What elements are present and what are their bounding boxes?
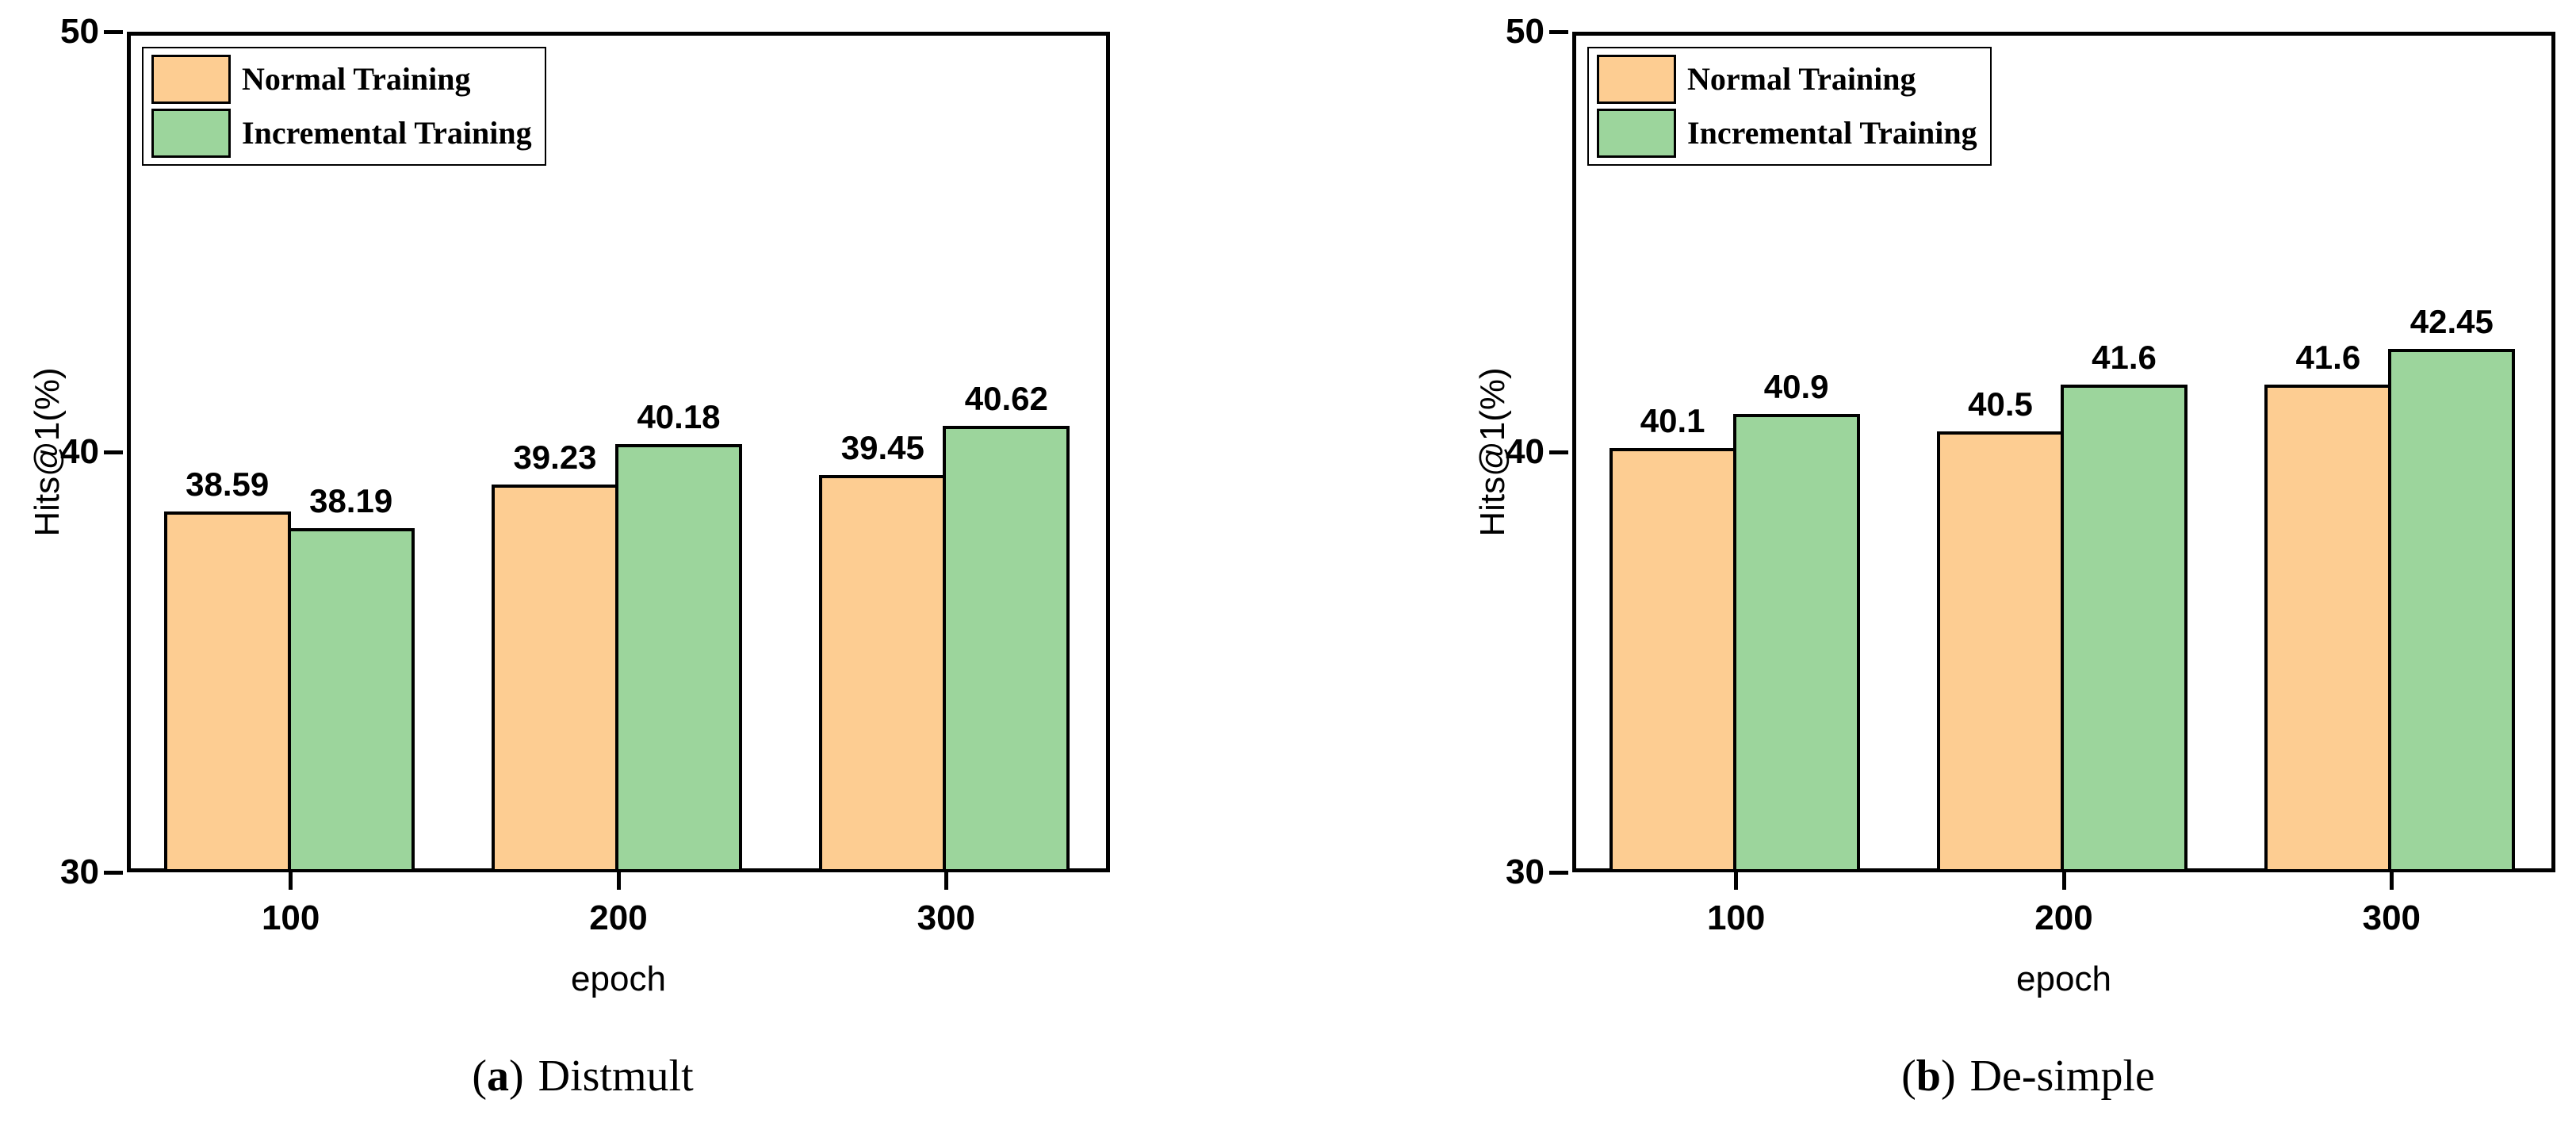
bar-incremental-300 xyxy=(943,426,1070,872)
bar-normal-200 xyxy=(492,484,618,872)
y-tick xyxy=(1549,450,1568,454)
bar-normal-300 xyxy=(819,475,947,872)
legend-label-incremental-training: Incremental Training xyxy=(1687,115,1977,151)
caption-letter: b xyxy=(1916,1052,1941,1101)
legend-swatch-incremental-training xyxy=(151,109,231,158)
caption-paren-open: ( xyxy=(1901,1052,1916,1101)
y-tick xyxy=(104,870,123,875)
legend-label-normal-training: Normal Training xyxy=(242,61,471,97)
bar-value-label: 40.5 xyxy=(1968,385,2033,423)
x-tick-label: 200 xyxy=(589,898,648,937)
x-tick xyxy=(616,872,621,890)
y-tick-label: 50 xyxy=(1506,12,1544,51)
bar-incremental-200 xyxy=(2061,385,2187,872)
y-tick xyxy=(104,29,123,34)
caption-title: De-simple xyxy=(1969,1052,2155,1101)
bar-normal-300 xyxy=(2264,385,2392,872)
y-tick xyxy=(104,450,123,454)
x-tick xyxy=(2389,872,2394,890)
bar-value-label: 38.59 xyxy=(186,465,270,503)
x-tick-label: 100 xyxy=(1706,898,1766,937)
x-tick xyxy=(1734,872,1739,890)
caption-paren-close: ) xyxy=(508,1052,524,1101)
panel-distmult: Hits@1(%) Normal Training Incremental Tr… xyxy=(28,12,1110,1134)
y-tick-label: 30 xyxy=(60,852,99,891)
x-tick-label: 300 xyxy=(2362,898,2421,937)
legend-label-normal-training: Normal Training xyxy=(1687,61,1916,97)
caption-a: (a) Distmult xyxy=(91,1051,1074,1101)
y-tick-label: 40 xyxy=(60,432,99,471)
legend-row-incremental: Incremental Training xyxy=(151,109,532,158)
x-tick-label: 100 xyxy=(261,898,320,937)
legend-swatch-normal-training xyxy=(1597,55,1676,104)
legend-row-normal: Normal Training xyxy=(1597,55,1977,104)
y-tick-label: 30 xyxy=(1506,852,1544,891)
caption-letter: a xyxy=(486,1052,509,1101)
x-axis-title: epoch xyxy=(571,960,666,998)
y-tick xyxy=(1549,29,1568,34)
bar-value-label: 40.1 xyxy=(1640,401,1705,439)
y-tick-label: 50 xyxy=(60,12,99,51)
bar-normal-100 xyxy=(1609,447,1736,872)
bar-value-label: 40.18 xyxy=(637,398,721,436)
caption-paren-open: ( xyxy=(472,1052,487,1101)
y-tick-label: 40 xyxy=(1506,432,1544,471)
bar-normal-100 xyxy=(163,511,291,872)
legend: Normal Training Incremental Training xyxy=(142,47,546,166)
x-tick-label: 300 xyxy=(917,898,976,937)
legend-swatch-incremental-training xyxy=(1597,109,1676,158)
caption-title: Distmult xyxy=(538,1052,694,1101)
x-tick xyxy=(2061,872,2066,890)
bar-value-label: 41.6 xyxy=(2092,339,2157,377)
y-tick xyxy=(1549,870,1568,875)
bar-incremental-200 xyxy=(615,444,742,872)
bar-incremental-100 xyxy=(287,527,415,872)
bar-normal-200 xyxy=(1937,431,2064,872)
legend-row-incremental: Incremental Training xyxy=(1597,109,1977,158)
x-tick xyxy=(944,872,948,890)
panel-de-simple: Hits@1(%) Normal Training Incremental Tr… xyxy=(1473,12,2555,1134)
caption-b: (b) De-simple xyxy=(1537,1051,2520,1101)
bar-incremental-100 xyxy=(1732,414,1860,872)
legend-swatch-normal-training xyxy=(151,55,231,104)
bar-value-label: 39.23 xyxy=(513,438,597,476)
x-tick-label: 200 xyxy=(2034,898,2093,937)
legend: Normal Training Incremental Training xyxy=(1587,47,1992,166)
x-axis-title: epoch xyxy=(2016,960,2111,998)
bar-value-label: 41.6 xyxy=(2295,339,2361,377)
bar-value-label: 40.62 xyxy=(964,380,1048,418)
bar-value-label: 40.9 xyxy=(1763,368,1829,406)
bar-incremental-300 xyxy=(2388,349,2516,872)
caption-paren-close: ) xyxy=(1940,1052,1956,1101)
legend-label-incremental-training: Incremental Training xyxy=(242,115,532,151)
legend-row-normal: Normal Training xyxy=(151,55,532,104)
bar-value-label: 38.19 xyxy=(309,481,393,519)
bar-value-label: 42.45 xyxy=(2409,303,2494,341)
bar-value-label: 39.45 xyxy=(840,429,924,467)
x-tick xyxy=(289,872,293,890)
